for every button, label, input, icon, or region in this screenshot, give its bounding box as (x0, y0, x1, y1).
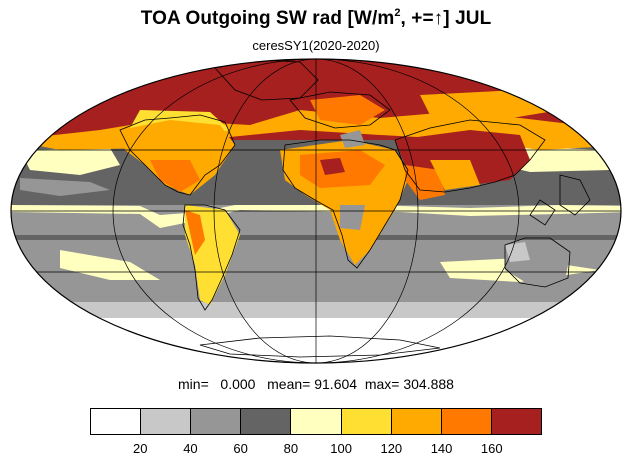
europe-orange (310, 95, 385, 125)
greenland-red (210, 60, 320, 100)
colorbar-label: 100 (330, 441, 352, 456)
colorbar (90, 408, 542, 435)
colorbar-box (141, 409, 192, 434)
colorbar-label: 160 (480, 441, 503, 456)
colorbar-label: 20 (132, 441, 148, 456)
title-prefix: TOA Outgoing SW rad [W/m (140, 8, 395, 29)
colorbar-box (91, 409, 142, 434)
colorbar-box (441, 409, 492, 434)
mean-label: mean= (267, 376, 311, 392)
title-suffix: , +=↑] JUL (400, 8, 492, 29)
colorbar-box (491, 409, 541, 434)
colorbar-label: 80 (283, 441, 299, 456)
colorbar-box (241, 409, 292, 434)
colorbar-label: 120 (380, 441, 403, 456)
coastlines (119, 59, 591, 358)
min-value: 0.000 (220, 376, 256, 392)
map-subtitle: ceresSY1(2020-2020) (252, 38, 380, 53)
min-label: min= (178, 376, 209, 392)
stats-line: min= 0.000 mean= 91.604 max= 304.888 (0, 376, 632, 392)
max-value: 304.888 (403, 376, 454, 392)
colorbar-label: 40 (183, 441, 198, 456)
sahara-red (320, 158, 345, 175)
itcz-gray (20, 178, 110, 196)
south-tropics-cloud (11, 204, 621, 228)
north-america-deep (150, 160, 200, 192)
south-pacific-cloud (60, 250, 160, 280)
map-outline (10, 58, 622, 364)
max-label: max= (364, 376, 400, 392)
australia-west (505, 242, 530, 262)
india-orange (430, 160, 480, 190)
north-america-land (120, 120, 235, 195)
colorbar-label: 140 (430, 441, 453, 456)
title-superscript: 2 (394, 7, 401, 19)
colorbar-label: 60 (233, 441, 248, 456)
colorbar-box (291, 409, 342, 434)
colorbar-box (391, 409, 442, 434)
map-title: TOA Outgoing SW rad [W/m2, +=↑] JUL (0, 7, 632, 30)
north-pacific-cloud (20, 148, 120, 175)
graticule (11, 59, 621, 363)
colorbar-box (191, 409, 242, 434)
mediterranean-gray (340, 130, 365, 148)
colorbar-box (341, 409, 392, 434)
andes-orange (185, 210, 205, 255)
mean-value: 91.604 (314, 376, 358, 392)
